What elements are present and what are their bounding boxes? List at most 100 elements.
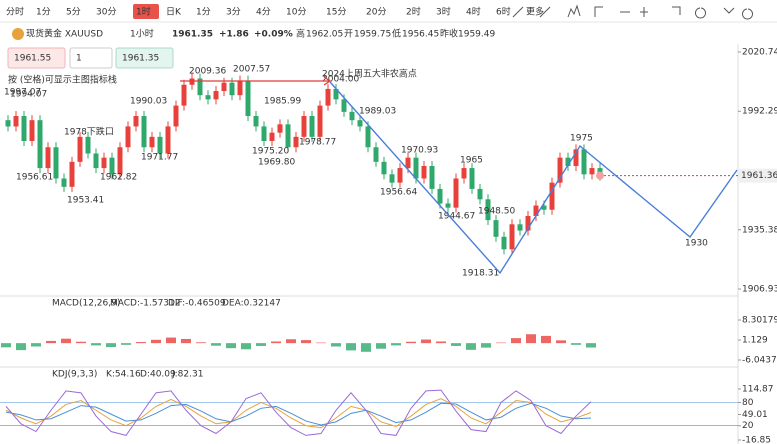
macd-bar (526, 334, 536, 344)
stat-label: 高 (296, 28, 305, 40)
toolbar-item[interactable]: 10分 (286, 7, 306, 18)
tool-icon[interactable] (594, 6, 603, 17)
candle (213, 91, 219, 100)
price-label: 1990.03 (130, 97, 167, 107)
macd-bar (106, 343, 116, 348)
macd-bar (511, 338, 521, 344)
macd-bar (376, 343, 386, 349)
macd-bar (181, 338, 191, 344)
price-label: 1978.77 (299, 138, 336, 148)
toolbar-item[interactable]: 分时 (6, 6, 24, 18)
toolbar-item[interactable]: 5分 (66, 7, 81, 18)
candle (365, 126, 371, 148)
tool-icon[interactable] (512, 6, 524, 18)
candle (165, 126, 171, 154)
candle (317, 105, 323, 137)
tool-icon[interactable] (567, 4, 581, 18)
candle (373, 147, 379, 162)
macd-bar (166, 337, 176, 344)
price-label: 1985.99 (264, 97, 301, 107)
stat-value: 1956.45 (402, 30, 439, 40)
sell-price: 1961.55 (14, 54, 51, 64)
y-tick-label: 1992.29 (742, 107, 777, 117)
k-value: K:54.16 (106, 370, 141, 380)
candle (557, 157, 563, 183)
candle (309, 116, 315, 137)
y-tick-label: 1.129 (742, 336, 768, 346)
sell-box[interactable] (7, 47, 66, 69)
y-tick-label: -6.04378 (742, 356, 777, 366)
candle (517, 224, 523, 231)
toolbar-item[interactable]: 1时 (136, 6, 151, 18)
candle (101, 157, 107, 169)
kdj-line (5, 402, 592, 426)
macd-bar (391, 343, 401, 346)
toolbar-item[interactable]: 6时 (496, 6, 511, 18)
candle (125, 126, 131, 148)
toolbar-item[interactable]: 20分 (366, 7, 386, 18)
toolbar-item[interactable]: 3分 (226, 7, 241, 18)
candle (525, 215, 531, 231)
tool-icon[interactable] (672, 6, 681, 15)
toolbar-item[interactable]: 更多 (526, 6, 544, 18)
qty: 1 (76, 54, 82, 64)
toolbar-item[interactable]: 4时 (466, 6, 481, 18)
tool-icon[interactable] (742, 8, 753, 20)
stat-label: 低 (392, 28, 401, 40)
toolbar-item[interactable]: 1分 (36, 7, 51, 18)
candle (13, 116, 19, 127)
candle (237, 80, 243, 96)
annotation: 2024上周五大非农高点 (322, 68, 417, 80)
macd-bar (16, 343, 26, 351)
resistance-line (180, 76, 333, 86)
macd-bar (331, 343, 341, 347)
last-price-badge (738, 168, 777, 183)
candle (381, 161, 387, 175)
price-label: 1997.07 (4, 88, 41, 98)
macd-bar (151, 339, 161, 344)
macd-bar (121, 343, 131, 345)
macd-bar (196, 342, 206, 344)
toolbar-item[interactable]: 30分 (96, 7, 116, 18)
tool-icon[interactable] (723, 7, 735, 14)
candle (477, 188, 483, 200)
y-tick-label: 2020.74 (742, 48, 777, 58)
toolbar-item[interactable]: 日K (166, 7, 182, 18)
dea-value: DEA:0.32147 (222, 299, 281, 309)
candle (469, 168, 475, 189)
candle (253, 116, 259, 127)
y-tick-label: 1935.38 (742, 225, 777, 235)
tool-icon[interactable] (539, 6, 551, 18)
candle (61, 178, 67, 187)
candle (421, 165, 427, 179)
macd-bar (61, 338, 71, 344)
candle (53, 147, 59, 179)
candle (269, 132, 275, 142)
macd-bar (76, 341, 86, 344)
toolbar-item[interactable]: 3时 (436, 6, 451, 18)
candle (485, 199, 491, 221)
qty-box[interactable] (69, 47, 113, 69)
y-tick-label: 80 (742, 398, 754, 408)
macd-bar (541, 335, 551, 344)
panel-title: MACD(12,26,9) (52, 299, 120, 309)
price-label: 1975.20 (252, 147, 289, 157)
stat-label: 昨收 (440, 28, 458, 40)
annotation: 1975 (570, 134, 593, 144)
toolbar-item[interactable]: 1分 (196, 7, 211, 18)
buy-box[interactable] (115, 47, 174, 69)
toolbar-item[interactable]: 15分 (326, 7, 346, 18)
stat-value: 1962.05 (306, 30, 343, 40)
tool-icon[interactable] (640, 7, 648, 17)
toolbar-item[interactable]: 4分 (256, 7, 271, 18)
price-label: 1956.64 (380, 188, 417, 198)
tool-icon[interactable] (695, 7, 706, 19)
stat-value: 1959.49 (458, 30, 495, 40)
macd-bar (226, 343, 236, 349)
toolbar-item[interactable]: 2时 (406, 6, 421, 18)
candle (341, 99, 347, 112)
price-label: 2009.36 (189, 67, 226, 77)
toolbar (0, 0, 777, 22)
